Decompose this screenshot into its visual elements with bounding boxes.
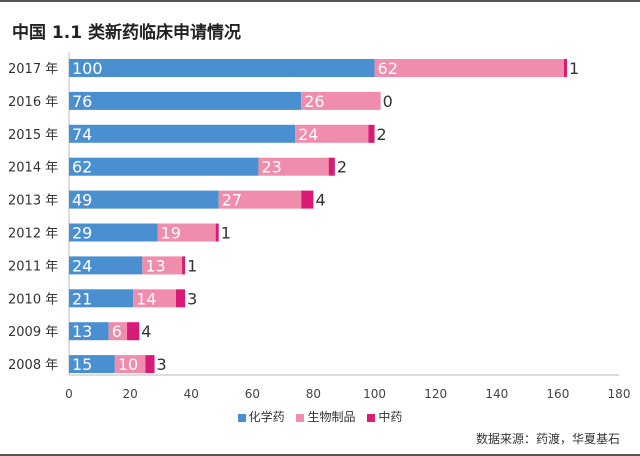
data-label-tcm: 4 [315,191,325,210]
y-category-label: 2014 年 [8,161,58,176]
bar-segment-tcm [328,157,335,176]
bar-segment-chemical [69,157,259,176]
bar-segment-chemical [69,91,302,110]
data-label-tcm: 1 [221,224,231,243]
source-note: 数据来源：药渡，华夏基石 [475,432,620,446]
top-rule [0,0,640,2]
y-category-label: 2008 年 [8,358,58,373]
data-label-biologic: 19 [161,224,181,243]
x-tick-label: 140 [485,387,508,401]
data-label-tcm: 1 [569,59,579,78]
bar-segment-biologic [142,256,183,275]
bar-segment-tcm [145,355,155,374]
data-label-chemical: 100 [72,59,103,78]
x-tick-label: 40 [184,387,199,401]
chart-title: 中国 1.1 类新药临床申请情况 [12,23,241,43]
x-tick-label: 160 [546,387,569,401]
data-label-biologic: 13 [145,256,165,275]
data-label-biologic: 6 [112,322,122,341]
data-label-tcm: 3 [157,355,167,374]
legend-label-biologic: 生物制品 [307,410,356,424]
legend-item-chemical: 化学药 [237,408,285,425]
x-tick-label: 0 [65,387,73,401]
data-label-chemical: 76 [72,92,92,111]
x-tick-label: 100 [363,387,386,401]
bar-segment-tcm [175,289,186,308]
y-category-label: 2012 年 [8,227,58,242]
data-label-biologic: 24 [298,125,318,144]
x-tick-label: 80 [306,387,321,401]
bar-segment-biologic [374,59,564,77]
x-tick-label: 60 [245,387,260,401]
legend-item-biologic: 生物制品 [296,408,356,425]
data-label-chemical: 21 [72,289,92,308]
bar-segment-tcm [182,256,186,275]
data-label-chemical: 29 [72,224,92,243]
bar-segment-biologic [301,91,381,110]
bottom-rule [0,454,640,456]
data-label-tcm: 2 [337,158,347,177]
bar-segment-tcm [127,322,140,341]
y-category-label: 2009 年 [8,325,58,340]
bar-segment-biologic [114,355,146,374]
bar-segment-tcm [215,223,219,242]
x-tick-label: 180 [608,387,631,401]
bar-segment-chemical [69,223,158,242]
bar-segment-biologic [218,190,302,209]
x-tick-label: 20 [122,387,137,401]
bar-segment-biologic [133,289,176,308]
data-label-chemical: 15 [72,355,92,374]
bar-segment-tcm [301,190,314,209]
y-category-label: 2010 年 [8,292,58,307]
data-label-biologic: 10 [118,355,138,374]
bar-segment-biologic [157,223,216,242]
legend-label-chemical: 化学药 [248,410,285,424]
data-label-tcm: 2 [377,125,387,144]
data-label-tcm: 0 [383,92,393,111]
bar-segment-tcm [368,124,375,143]
data-label-chemical: 62 [72,158,92,177]
legend-swatch-tcm [367,413,376,422]
legend-swatch-chemical [237,413,246,422]
data-label-chemical: 74 [72,125,92,144]
bar-segment-chemical [69,190,219,209]
data-label-tcm: 3 [187,289,197,308]
legend: 化学药 生物制品 中药 [0,408,640,425]
data-label-biologic: 23 [261,158,281,177]
legend-item-tcm: 中药 [367,408,402,425]
data-label-biologic: 26 [304,92,324,111]
y-category-label: 2013 年 [8,194,58,209]
data-label-chemical: 13 [72,322,92,341]
data-label-biologic: 14 [136,289,156,308]
bar-segment-chemical [69,322,109,341]
data-label-tcm: 4 [141,322,151,341]
y-category-label: 2011 年 [8,259,58,274]
data-label-biologic: 62 [378,59,398,78]
y-category-label: 2017 年 [8,62,58,77]
y-category-label: 2016 年 [8,95,58,110]
data-label-tcm: 1 [187,256,197,275]
y-category-label: 2015 年 [8,128,58,143]
bar-segment-chemical [69,289,134,308]
bar-segment-tcm [564,59,568,77]
bar-segment-chemical [69,124,296,143]
bar-segment-biologic [295,124,369,143]
x-tick-label: 120 [424,387,447,401]
bar-segment-biologic [258,157,329,176]
bar-segment-chemical [69,59,375,77]
data-label-biologic: 27 [222,191,242,210]
legend-label-tcm: 中药 [378,410,403,424]
data-label-chemical: 49 [72,191,92,210]
bar-segment-chemical [69,256,143,275]
data-label-chemical: 24 [72,256,92,275]
bar-segment-biologic [108,322,128,341]
legend-swatch-biologic [296,413,305,422]
bar-segment-chemical [69,355,115,374]
